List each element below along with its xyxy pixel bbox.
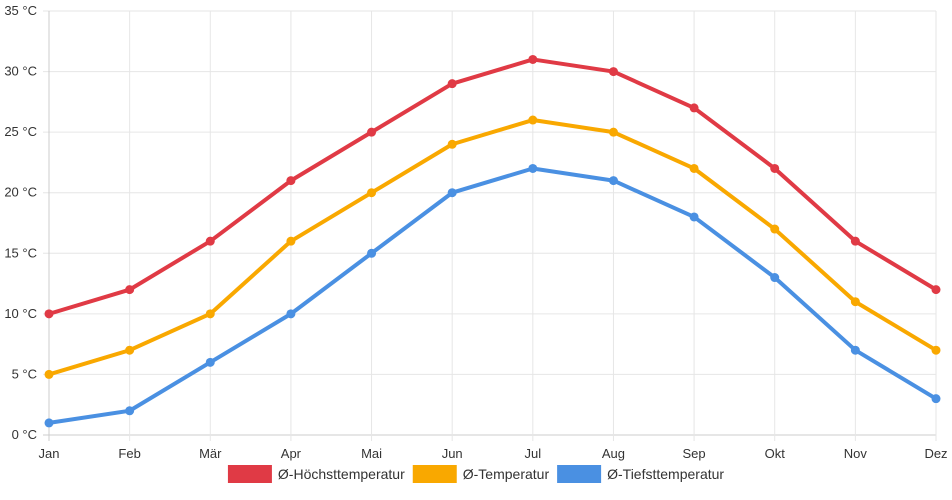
x-tick-label: Feb bbox=[118, 446, 140, 461]
data-point[interactable] bbox=[447, 188, 457, 198]
data-point[interactable] bbox=[608, 127, 618, 137]
y-tick-label: 15 °C bbox=[4, 245, 37, 260]
legend-swatch bbox=[412, 465, 457, 483]
data-point[interactable] bbox=[689, 163, 699, 173]
data-point[interactable] bbox=[44, 309, 54, 319]
data-point[interactable] bbox=[608, 67, 618, 77]
data-point[interactable] bbox=[931, 345, 941, 355]
data-point[interactable] bbox=[850, 236, 860, 246]
x-tick-label: Jun bbox=[442, 446, 463, 461]
data-point[interactable] bbox=[367, 188, 377, 198]
data-point[interactable] bbox=[205, 309, 215, 319]
data-point[interactable] bbox=[286, 309, 296, 319]
x-tick-label: Dez bbox=[924, 446, 947, 461]
series-lines bbox=[44, 54, 941, 428]
x-tick-label: Aug bbox=[602, 446, 625, 461]
data-point[interactable] bbox=[770, 273, 780, 283]
data-point[interactable] bbox=[770, 224, 780, 234]
data-point[interactable] bbox=[931, 285, 941, 295]
data-point[interactable] bbox=[528, 115, 538, 125]
data-point[interactable] bbox=[528, 54, 538, 64]
data-point[interactable] bbox=[205, 236, 215, 246]
y-tick-label: 5 °C bbox=[12, 366, 37, 381]
series-line-0 bbox=[47, 57, 938, 316]
data-point[interactable] bbox=[125, 285, 135, 295]
x-axis-ticks: Jan Feb Mär Apr Mai Jun Jul Aug Sep Okt Nov Dez bbox=[39, 446, 948, 461]
data-point[interactable] bbox=[931, 394, 941, 404]
legend-item-1[interactable]: Ø-Temperatur bbox=[412, 465, 550, 483]
data-point[interactable] bbox=[689, 212, 699, 222]
y-tick-label: 0 °C bbox=[12, 427, 37, 442]
data-point[interactable] bbox=[850, 297, 860, 307]
data-point[interactable] bbox=[850, 345, 860, 355]
data-point[interactable] bbox=[528, 163, 538, 173]
x-tick-label: Apr bbox=[281, 446, 302, 461]
legend-label: Ø-Tiefsttemperatur bbox=[607, 466, 724, 482]
data-point[interactable] bbox=[367, 248, 377, 258]
x-tick-label: Jul bbox=[525, 446, 542, 461]
legend-item-0[interactable]: Ø-Höchsttemperatur bbox=[227, 465, 405, 483]
data-point[interactable] bbox=[608, 176, 618, 186]
data-point[interactable] bbox=[125, 345, 135, 355]
data-point[interactable] bbox=[205, 357, 215, 367]
data-point[interactable] bbox=[44, 369, 54, 379]
legend-swatch bbox=[227, 465, 272, 483]
y-axis-ticks: 0 °C 5 °C 10 °C 15 °C 20 °C 25 °C 30 °C 35 °C bbox=[4, 3, 37, 442]
legend-item-2[interactable]: Ø-Tiefsttemperatur bbox=[557, 465, 724, 483]
legend-label: Ø-Höchsttemperatur bbox=[278, 466, 405, 482]
y-tick-label: 10 °C bbox=[4, 306, 37, 321]
data-point[interactable] bbox=[447, 139, 457, 149]
data-point[interactable] bbox=[447, 79, 457, 89]
data-point[interactable] bbox=[286, 176, 296, 186]
legend: Ø-Höchsttemperatur Ø-Temperatur Ø-Tiefstte… bbox=[227, 465, 724, 483]
data-point[interactable] bbox=[125, 406, 135, 416]
y-tick-label: 35 °C bbox=[4, 3, 37, 18]
data-point[interactable] bbox=[44, 418, 54, 428]
data-point[interactable] bbox=[286, 236, 296, 246]
series-line-1 bbox=[47, 118, 938, 377]
legend-swatch bbox=[557, 465, 602, 483]
x-tick-label: Jan bbox=[39, 446, 60, 461]
legend-label: Ø-Temperatur bbox=[463, 466, 550, 482]
x-tick-label: Okt bbox=[765, 446, 786, 461]
x-tick-label: Nov bbox=[844, 446, 868, 461]
grid bbox=[43, 10, 937, 441]
series-line-2 bbox=[47, 166, 938, 425]
y-tick-label: 30 °C bbox=[4, 64, 37, 79]
data-point[interactable] bbox=[689, 103, 699, 113]
x-tick-label: Mär bbox=[199, 446, 222, 461]
x-tick-label: Mai bbox=[361, 446, 382, 461]
data-point[interactable] bbox=[367, 127, 377, 137]
x-tick-label: Sep bbox=[683, 446, 706, 461]
y-tick-label: 20 °C bbox=[4, 185, 37, 200]
data-point[interactable] bbox=[770, 163, 780, 173]
y-tick-label: 25 °C bbox=[4, 124, 37, 139]
